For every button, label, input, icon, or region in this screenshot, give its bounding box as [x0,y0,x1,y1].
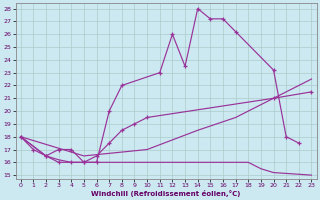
X-axis label: Windchill (Refroidissement éolien,°C): Windchill (Refroidissement éolien,°C) [92,190,241,197]
